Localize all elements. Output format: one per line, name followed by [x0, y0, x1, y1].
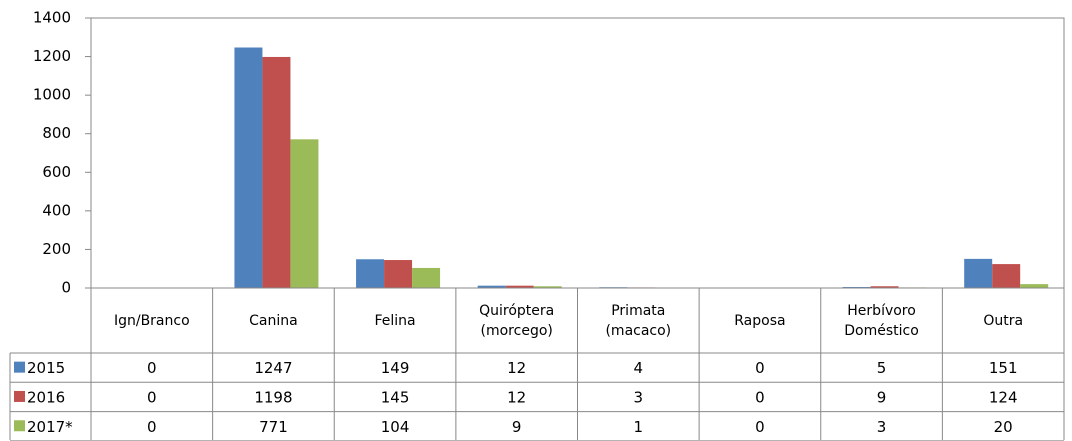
- x-tick-label: Quiróptera (morcego): [456, 288, 578, 353]
- table-value: 0: [147, 418, 157, 436]
- x-tick-label: Herbívoro Doméstico: [821, 288, 943, 353]
- bar: [262, 56, 291, 289]
- legend-label: 2016: [27, 388, 65, 406]
- bar: [234, 47, 263, 288]
- table-value: 12: [507, 359, 526, 377]
- table-value: 1247: [254, 359, 292, 377]
- table-value: 149: [381, 359, 410, 377]
- bar: [505, 285, 534, 288]
- bar: [533, 286, 562, 288]
- category-text: Quiróptera (morcego): [479, 302, 555, 339]
- category-text: Herbívoro Doméstico: [844, 302, 919, 339]
- x-tick-label: Outra: [942, 288, 1064, 353]
- legend-label: 2017*: [27, 418, 73, 436]
- legend-swatch: [14, 361, 25, 373]
- table-value: 12: [507, 388, 526, 406]
- table-value: 4: [634, 359, 644, 377]
- table-value: 9: [877, 388, 887, 406]
- bar: [477, 285, 506, 288]
- category-text: Canina: [249, 312, 298, 329]
- x-tick-label: Primata (macaco): [578, 288, 700, 353]
- bar: [384, 260, 413, 288]
- x-tick-label: Raposa: [699, 288, 821, 353]
- y-tick-label: 400: [42, 201, 71, 219]
- y-tick-label: 1000: [33, 86, 71, 104]
- bar: [992, 264, 1021, 288]
- bar: [412, 267, 441, 288]
- table-value: 9: [512, 418, 522, 436]
- table-value: 771: [259, 418, 288, 436]
- bar: [290, 139, 319, 288]
- x-tick-label: Canina: [213, 288, 335, 353]
- bar: [870, 286, 899, 288]
- table-value: 20: [994, 418, 1013, 436]
- category-text: Ign/Branco: [113, 312, 190, 329]
- category-text: Outra: [983, 312, 1024, 329]
- table-value: 0: [755, 388, 765, 406]
- y-tick-label: 1400: [33, 9, 71, 27]
- legend-label: 2015: [27, 359, 65, 377]
- y-tick-label: 200: [42, 240, 71, 258]
- x-tick-label: Felina: [334, 288, 456, 353]
- bar: [356, 259, 385, 288]
- y-tick-label: 800: [42, 124, 71, 142]
- table-value: 104: [381, 418, 410, 436]
- table-value: 145: [381, 388, 410, 406]
- table-value: 3: [877, 418, 887, 436]
- legend-swatch: [14, 390, 25, 402]
- table-value: 0: [147, 388, 157, 406]
- table-value: 124: [989, 388, 1018, 406]
- table-value: 0: [755, 359, 765, 377]
- table-value: 5: [877, 359, 887, 377]
- table-value: 0: [755, 418, 765, 436]
- category-text: Primata (macaco): [605, 302, 672, 339]
- table-value: 1198: [254, 388, 292, 406]
- bar: [964, 258, 993, 288]
- category-text: Raposa: [734, 312, 786, 329]
- table-value: 0: [147, 359, 157, 377]
- legend-swatch: [14, 420, 25, 432]
- bar: [1020, 284, 1049, 288]
- table-value: 151: [989, 359, 1018, 377]
- x-tick-label: Ign/Branco: [91, 288, 213, 353]
- table-value: 3: [634, 388, 644, 406]
- y-tick-label: 1200: [33, 47, 71, 65]
- y-tick-label: 0: [61, 279, 71, 297]
- table-value: 1: [634, 418, 644, 436]
- category-text: Felina: [374, 312, 416, 329]
- y-tick-label: 600: [42, 163, 71, 181]
